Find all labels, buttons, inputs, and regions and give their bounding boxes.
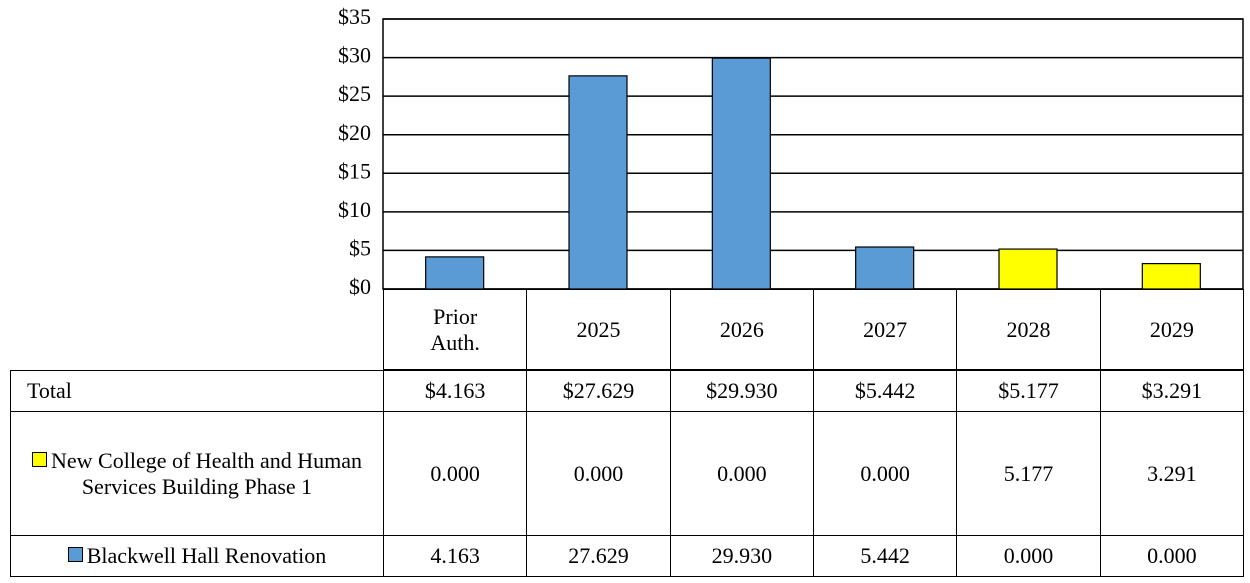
category-label: 2025	[526, 289, 671, 370]
row-label-text: Blackwell Hall Renovation	[67, 543, 327, 569]
table-value: $3.291	[1099, 370, 1244, 412]
category-label: Prior Auth.	[383, 289, 528, 370]
bar	[711, 57, 771, 290]
table-value: 0.000	[813, 411, 958, 536]
table-value: $29.930	[669, 370, 814, 412]
bar	[855, 246, 915, 290]
row-label-text: Total	[27, 378, 72, 404]
table-value: $27.629	[526, 370, 671, 412]
y-tick-label: $15	[338, 158, 371, 183]
table-value: 5.177	[956, 411, 1101, 536]
legend-key	[67, 547, 83, 562]
table-value: 0.000	[526, 411, 671, 536]
category-label: 2026	[669, 289, 814, 370]
legend-label: Blackwell Hall Renovation	[86, 543, 327, 568]
y-tick-label: $25	[338, 81, 371, 106]
y-tick-label: $10	[338, 197, 371, 222]
table-value: 0.000	[956, 535, 1101, 577]
table-value: $5.177	[956, 370, 1101, 412]
table-value: 0.000	[383, 411, 528, 536]
bar	[1141, 263, 1201, 290]
legend-label: Total	[27, 378, 72, 403]
table-value: 0.000	[669, 411, 814, 536]
legend-key	[32, 451, 48, 467]
table-value: 4.163	[383, 535, 528, 577]
legend-label: New College of Health and Human Services…	[51, 447, 362, 499]
y-tick-label: $5	[349, 235, 371, 260]
bar	[568, 75, 628, 290]
y-tick-label: $20	[338, 120, 371, 145]
table-value: $4.163	[383, 370, 528, 412]
category-label: 2028	[956, 289, 1101, 370]
bar	[998, 248, 1058, 290]
table-value: 0.000	[1099, 535, 1244, 577]
table-value: 5.442	[813, 535, 958, 577]
table-value: 3.291	[1099, 411, 1244, 536]
row-label: Total	[10, 370, 384, 412]
category-label: 2027	[813, 289, 958, 370]
table-value: $5.442	[813, 370, 958, 412]
y-tick-label: $30	[338, 43, 371, 68]
row-label-text: New College of Health and Human Services…	[15, 448, 379, 500]
table-value: 27.629	[526, 535, 671, 577]
category-label: 2029	[1099, 289, 1244, 370]
bar	[425, 256, 485, 290]
y-tick-label: $35	[338, 4, 371, 29]
table-value: 29.930	[669, 535, 814, 577]
y-tick-label: $0	[349, 274, 371, 299]
row-label: Blackwell Hall Renovation	[10, 535, 384, 577]
plot-border	[382, 18, 1244, 290]
row-label: New College of Health and Human Services…	[10, 411, 384, 536]
